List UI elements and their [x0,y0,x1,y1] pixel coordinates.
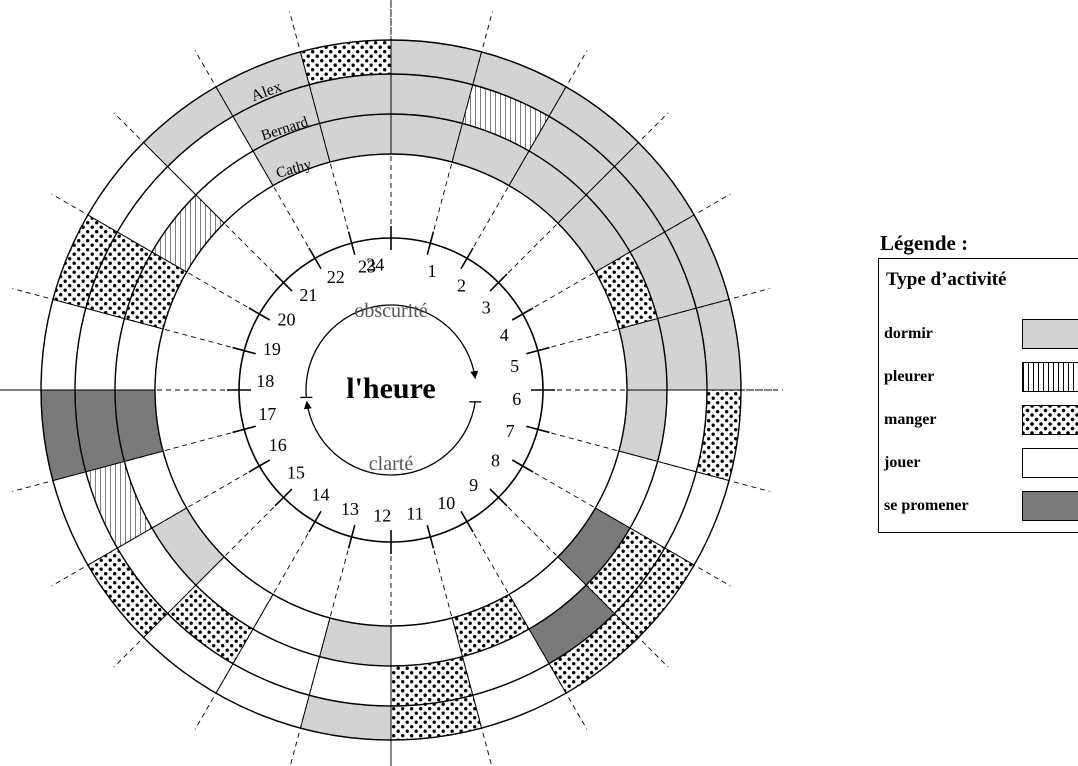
hour-label-8: 8 [491,450,500,470]
hour-ticks [227,226,555,554]
hour-label-2: 2 [457,276,466,296]
hour-label-14: 14 [312,484,330,504]
legend-row-manger: manger [879,405,1078,439]
hour-label-12: 12 [373,506,391,526]
hour-spoke [289,550,349,766]
hour-tick [347,231,356,255]
hour-tick [526,425,550,434]
hour-label-21: 21 [299,285,317,305]
hour-label-11: 11 [406,504,423,524]
ring-border-circle [74,73,708,707]
hour-spokes [0,0,783,766]
legend-title: Légende : [880,231,969,255]
hour-spoke [113,112,274,273]
legend-label: se promener [884,497,969,514]
hour-spoke [473,50,588,247]
legend-label: pleurer [884,368,935,385]
legend-swatch-manger [1022,405,1078,435]
hour-tick [248,459,271,473]
hour-spoke [551,288,770,348]
legend-row-jouer: jouer [879,448,1078,482]
light-arc-arrow [303,400,476,476]
hour-tick [489,273,508,292]
hour-spoke [433,11,493,230]
legend-label: dormir [884,325,933,342]
center-title: l'heure [346,372,435,405]
hour-label-13: 13 [341,499,359,519]
hour-label-10: 10 [437,493,455,513]
hour-spoke [534,472,731,587]
legend-header: Type d’activité [886,269,1007,290]
legend-row-pleurer: pleurer [879,362,1078,396]
hour-tick [511,459,534,473]
darkness-arc-arrow [305,304,479,398]
hour-tick [232,346,256,355]
hour-spoke [534,193,731,308]
ring-border-circle [154,153,628,627]
hour-label-19: 19 [263,339,281,359]
legend: Légende : Type d’activité dormir pleurer… [878,230,1078,533]
legend-swatch-pleurer [1022,362,1078,392]
hour-label-6: 6 [512,389,521,409]
hour-spoke [551,432,770,492]
hour-label-18: 18 [256,371,274,391]
hour-label-23: 23 [358,256,376,276]
hour-label-4: 4 [500,325,509,345]
hour-label-7: 7 [506,421,515,441]
hour-tick [274,488,293,507]
hour-label-3: 3 [482,297,491,317]
legend-box: Type d’activité dormir pleurer manger jo… [878,258,1078,533]
hour-spoke [51,193,248,308]
hour-spoke [12,288,231,348]
hour-label-22: 22 [327,267,345,287]
hour-tick [274,273,293,292]
legend-row-dormir: dormir [879,319,1078,353]
hour-label-17: 17 [258,404,276,424]
hour-spoke [51,472,248,587]
hour-label-1: 1 [428,261,437,281]
hour-tick [489,488,508,507]
hour-label-24: 24 [366,254,384,274]
darkness-label: obscurité [354,300,427,322]
legend-swatch-se-promener [1022,491,1078,521]
hour-tick [308,247,322,270]
hour-spoke [473,533,588,730]
clock-diagram: 24 1234567891011121314151617181920212223 … [0,0,783,766]
hour-tick [460,510,474,533]
legend-swatch-dormir [1022,319,1078,349]
hour-tick [526,346,550,355]
hour-spoke [194,533,309,730]
legend-swatch-jouer [1022,448,1078,478]
hour-label-5: 5 [510,356,519,376]
legend-label: jouer [884,454,921,471]
hour-tick [347,525,356,549]
hour-tick [248,307,271,321]
hour-spoke [194,50,309,247]
hour-tick [511,307,534,321]
hour-spoke [113,507,274,668]
hour-tick [232,425,256,434]
light-label: clarté [369,453,414,475]
hour-label-20: 20 [278,310,296,330]
legend-row-se-promener: se promener [879,491,1078,525]
hour-tick [460,247,474,270]
hour-tick [426,231,435,255]
hour-spoke [289,11,349,230]
hour-tick [308,510,322,533]
hour-spoke [12,432,231,492]
legend-label: manger [884,411,937,428]
hour-spoke [433,550,493,766]
hour-label-9: 9 [469,475,478,495]
hour-spoke [508,112,669,273]
hour-label-16: 16 [269,435,287,455]
hour-spoke [508,507,669,668]
hour-label-15: 15 [287,463,305,483]
hour-tick [426,525,435,549]
